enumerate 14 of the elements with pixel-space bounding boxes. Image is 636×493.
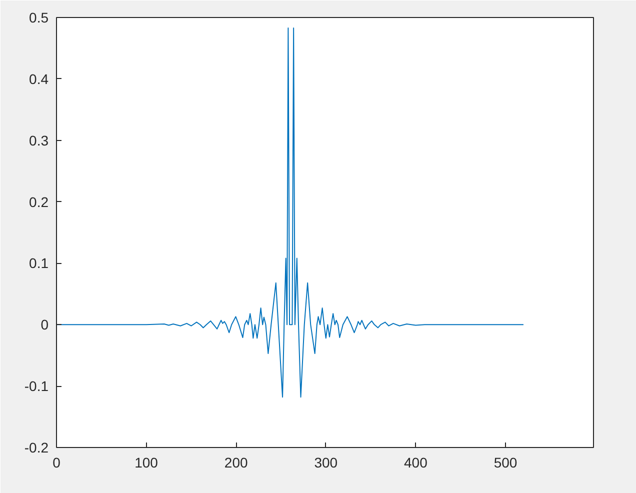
x-tick-label: 400 bbox=[404, 454, 428, 470]
x-tick-label: 500 bbox=[494, 454, 518, 470]
y-tick-label: 0.3 bbox=[29, 132, 49, 148]
y-tick-label: 0.2 bbox=[29, 194, 49, 210]
x-tick-label: 100 bbox=[134, 454, 158, 470]
x-tick-label: 300 bbox=[314, 454, 338, 470]
y-tick-label: 0.1 bbox=[29, 255, 49, 272]
y-tick-label: 0 bbox=[40, 316, 49, 333]
x-tick-label: 0 bbox=[52, 454, 61, 470]
y-tick-label: -0.1 bbox=[24, 378, 49, 394]
x-tick-label: 200 bbox=[224, 454, 248, 470]
y-tick-label: 0.5 bbox=[29, 10, 49, 26]
y-tick-label: 0.4 bbox=[29, 70, 49, 87]
y-tick-label: -0.2 bbox=[24, 440, 49, 456]
